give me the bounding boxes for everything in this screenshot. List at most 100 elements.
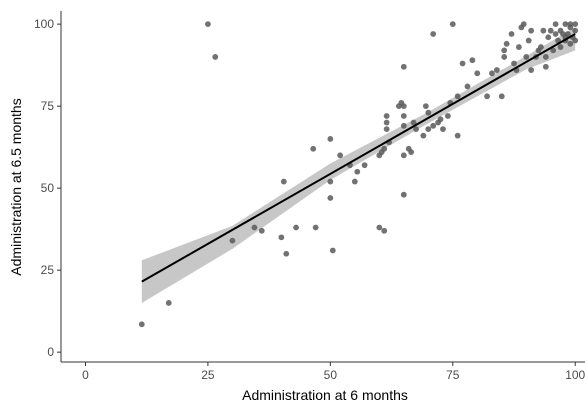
data-point xyxy=(425,126,432,132)
data-point xyxy=(449,21,456,28)
data-point xyxy=(383,113,390,119)
axes-layer xyxy=(60,11,585,363)
data-point xyxy=(484,93,490,100)
data-point xyxy=(310,145,317,152)
data-point xyxy=(464,83,471,90)
data-point xyxy=(567,40,574,47)
data-point xyxy=(437,116,444,123)
data-point xyxy=(440,126,446,132)
data-point xyxy=(572,21,579,28)
data-point xyxy=(400,122,407,129)
data-point xyxy=(400,113,407,119)
x-axis-title: Administration at 6 months xyxy=(242,387,408,403)
y-axis-title: Administration at 6.5 months xyxy=(8,98,24,275)
data-point xyxy=(469,57,476,64)
data-point xyxy=(508,31,515,37)
data-point xyxy=(420,132,427,139)
data-point xyxy=(293,224,299,231)
data-point xyxy=(425,109,432,116)
data-point xyxy=(498,93,505,100)
x-tick-label: 75 xyxy=(446,368,460,382)
data-point xyxy=(337,152,344,159)
data-point xyxy=(400,191,407,198)
data-point xyxy=(474,70,481,77)
confidence-band xyxy=(141,27,576,303)
data-point xyxy=(444,113,451,119)
data-point xyxy=(538,44,544,50)
data-point xyxy=(567,21,574,28)
data-point xyxy=(547,27,554,34)
data-point xyxy=(489,70,495,77)
data-point xyxy=(515,44,522,50)
fit-line-layer xyxy=(141,33,576,283)
data-point xyxy=(493,67,500,73)
data-point xyxy=(400,103,407,110)
data-point xyxy=(459,60,466,67)
data-point xyxy=(520,21,527,28)
data-point xyxy=(351,178,358,185)
data-point xyxy=(408,149,415,155)
data-point xyxy=(383,126,390,132)
data-point xyxy=(258,227,265,234)
y-tick-label: 25 xyxy=(41,263,55,277)
data-point xyxy=(430,122,437,129)
data-point xyxy=(327,136,334,142)
data-point xyxy=(572,27,579,34)
y-tick-label: 75 xyxy=(41,99,55,113)
data-point xyxy=(251,224,258,231)
regression-line xyxy=(141,33,576,283)
y-tick-label: 100 xyxy=(34,17,54,31)
data-point xyxy=(361,162,368,169)
data-point xyxy=(283,250,290,257)
data-point xyxy=(562,21,569,28)
data-point xyxy=(312,224,319,231)
data-point xyxy=(383,119,390,126)
data-point xyxy=(503,40,510,47)
points-layer xyxy=(138,21,579,328)
data-point xyxy=(557,44,564,50)
data-point xyxy=(327,178,334,185)
y-tick-label: 0 xyxy=(47,345,54,359)
data-point xyxy=(550,47,557,54)
data-point xyxy=(545,34,552,41)
data-point xyxy=(523,54,530,60)
x-tick-label: 50 xyxy=(324,368,338,382)
data-point xyxy=(413,126,419,132)
data-point xyxy=(212,54,219,60)
data-point xyxy=(354,168,361,175)
data-point xyxy=(542,54,549,60)
data-point xyxy=(278,234,285,241)
data-point xyxy=(381,227,388,234)
x-tick-label: 100 xyxy=(565,368,585,382)
data-point xyxy=(381,145,388,152)
y-tick-label: 50 xyxy=(41,181,55,195)
data-point xyxy=(528,27,535,34)
data-point xyxy=(454,93,461,100)
data-point xyxy=(540,27,547,34)
x-tick-label: 25 xyxy=(201,368,215,382)
data-point xyxy=(400,63,407,70)
data-point xyxy=(280,178,287,185)
data-point xyxy=(552,31,559,37)
data-point xyxy=(138,321,145,328)
data-point xyxy=(229,237,236,244)
data-point xyxy=(376,224,383,231)
data-point xyxy=(552,21,559,28)
data-point xyxy=(501,47,508,54)
data-point xyxy=(327,195,334,201)
data-point xyxy=(572,37,579,44)
data-point xyxy=(410,119,417,126)
data-point xyxy=(542,63,549,70)
data-point xyxy=(400,152,407,159)
data-point xyxy=(454,132,461,139)
data-point xyxy=(329,247,336,254)
x-tick-label: 0 xyxy=(82,368,89,382)
data-point xyxy=(205,21,211,28)
ticks-layer: 0 25 50 75 100 0 25 50 75 100 xyxy=(34,17,585,382)
data-point xyxy=(511,60,517,67)
data-point xyxy=(525,37,532,44)
data-point xyxy=(501,54,508,60)
data-point xyxy=(422,103,429,110)
data-point xyxy=(165,300,172,306)
